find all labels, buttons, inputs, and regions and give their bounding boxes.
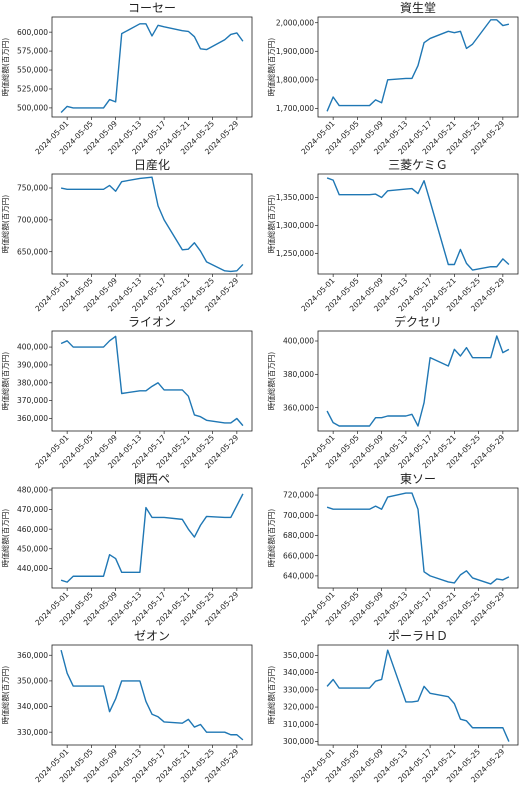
y-tick-label: 360,000 [17, 651, 48, 660]
chart-title: コーセー [128, 1, 176, 15]
y-axis-label: 時価総額(百万円) [266, 666, 276, 724]
chart-panel-2: 資生堂 1,700,000 1,800,000 1,900,000 2,000,000 時… [266, 1, 519, 156]
plot-frame [317, 173, 519, 275]
chart-title: ポーラＨＤ [388, 629, 448, 643]
plot-frame [51, 487, 253, 589]
plot-frame [317, 16, 519, 118]
y-tick-label: 390,000 [17, 361, 48, 370]
y-tick-label: 450,000 [17, 544, 48, 553]
y-tick-label: 1,700,000 [276, 104, 314, 113]
market-cap-line [326, 19, 510, 112]
plot-frame [51, 173, 253, 275]
y-tick-label: 300,000 [283, 737, 314, 746]
y-tick-label: 550,000 [17, 66, 48, 75]
y-tick-label: 1,300,000 [276, 221, 314, 230]
y-axis-label: 時価総額(百万円) [0, 509, 10, 567]
y-tick-label: 370,000 [17, 396, 48, 405]
y-tick-label: 600,000 [17, 28, 48, 37]
y-tick-label: 380,000 [17, 378, 48, 387]
y-tick-label: 650,000 [17, 247, 48, 256]
chart-panel-9: ゼオン 330,000 340,000 350,000 360,000 時価総額(百万円)… [0, 629, 253, 784]
market-cap-line [326, 335, 510, 427]
y-tick-label: 340,000 [283, 668, 314, 677]
plot-frame [317, 330, 519, 432]
y-tick-label: 440,000 [17, 564, 48, 573]
chart-panel-5: ライオン 360,000 370,000 380,000 390,000 400,000 時… [0, 315, 253, 470]
market-cap-line [60, 23, 244, 113]
y-tick-label: 330,000 [283, 685, 314, 694]
plot-frame [317, 644, 519, 746]
y-tick-label: 310,000 [283, 720, 314, 729]
chart-title: 資生堂 [400, 1, 436, 15]
y-axis-label: 時価総額(百万円) [266, 509, 276, 567]
y-tick-label: 660,000 [283, 551, 314, 560]
y-tick-label: 320,000 [283, 703, 314, 712]
chart-title: デクセリ [394, 314, 442, 329]
chart-panel-10: ポーラＨＤ 300,000 310,000 320,000 330,000 340,000… [266, 629, 519, 784]
y-tick-label: 720,000 [283, 491, 314, 500]
y-tick-label: 640,000 [283, 571, 314, 580]
chart-title: 関西ペ [134, 472, 170, 486]
y-tick-label: 380,000 [283, 370, 314, 379]
y-tick-label: 2,000,000 [276, 18, 314, 27]
plot-frame [51, 644, 253, 746]
chart-panel-3: 日産化650,000700,000750,000時価総額(百万円)2024-05… [0, 157, 253, 313]
y-axis-label: 時価総額(百万円) [266, 195, 276, 253]
plot-frame [51, 16, 253, 118]
plot-frame [317, 487, 519, 589]
chart-panel-7: 関西ペ 440,000 450,000 460,000 470,000 480,000 時価… [0, 472, 253, 627]
y-tick-label: 330,000 [17, 728, 48, 737]
y-tick-label: 500,000 [17, 104, 48, 113]
chart-title: ライオン [128, 315, 176, 329]
y-tick-label: 680,000 [283, 531, 314, 540]
y-tick-label: 700,000 [283, 511, 314, 520]
y-tick-label: 350,000 [17, 676, 48, 685]
y-tick-label: 340,000 [17, 702, 48, 711]
market-cap-line [60, 335, 244, 427]
y-axis-label: 時価総額(百万円) [0, 38, 10, 96]
y-tick-label: 1,350,000 [276, 193, 314, 202]
chart-title: 日産化 [134, 157, 170, 172]
chart-title: ゼオン [134, 629, 170, 643]
y-tick-label: 480,000 [17, 486, 48, 495]
market-cap-line [326, 649, 510, 742]
y-tick-label: 350,000 [283, 651, 314, 660]
chart-panel-6: デクセリ360,000380,000400,000時価総額(百万円)2024-0… [266, 314, 519, 470]
y-tick-label: 525,000 [17, 85, 48, 94]
y-tick-label: 360,000 [283, 403, 314, 412]
y-axis-label: 時価総額(百万円) [266, 38, 276, 96]
plot-frame [51, 330, 253, 432]
chart-title: 東ソー [400, 472, 436, 486]
y-axis-label: 時価総額(百万円) [0, 195, 10, 253]
y-tick-label: 400,000 [17, 343, 48, 352]
y-axis-label: 時価総額(百万円) [266, 352, 276, 410]
y-tick-label: 575,000 [17, 47, 48, 56]
market-cap-line [60, 176, 244, 273]
y-tick-label: 460,000 [17, 525, 48, 534]
y-tick-label: 700,000 [17, 215, 48, 224]
y-tick-label: 750,000 [17, 184, 48, 193]
y-tick-label: 360,000 [17, 414, 48, 423]
y-tick-label: 400,000 [283, 337, 314, 346]
y-tick-label: 1,800,000 [276, 75, 314, 84]
y-tick-label: 470,000 [17, 505, 48, 514]
chart-title: 三菱ケミＧ [388, 158, 448, 172]
y-tick-label: 1,250,000 [276, 249, 314, 258]
market-cap-line [326, 177, 510, 271]
chart-panel-8: 東ソー 640,000 660,000 680,000 700,000 720,000 時価… [266, 472, 519, 627]
market-cap-line [326, 492, 510, 585]
chart-panel-4: 三菱ケミＧ 1,250,000 1,300,000 1,350,000時価総額(百万円… [266, 158, 519, 313]
chart-panel-1: コーセー 500,000 525,000 550,000 575,000 600,000 時… [0, 1, 253, 156]
market-cap-line [60, 493, 244, 583]
y-tick-label: 1,900,000 [276, 47, 314, 56]
y-axis-label: 時価総額(百万円) [0, 352, 10, 410]
y-axis-label: 時価総額(百万円) [0, 666, 10, 724]
market-cap-line [60, 649, 244, 741]
